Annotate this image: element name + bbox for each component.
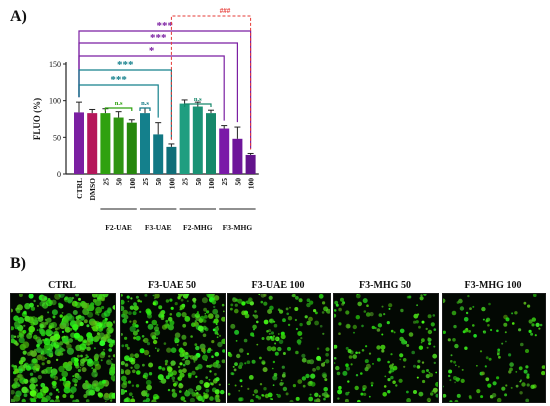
ns-bracket [139,107,151,111]
category-label: 100 [207,178,216,190]
category-label: 50 [194,178,203,186]
bar [219,128,230,174]
bar [179,103,190,174]
bar [126,122,137,174]
sig-label: *** [157,20,174,32]
chart-bars [74,99,256,174]
bar [140,113,150,174]
category-label: 25 [101,178,110,186]
micrograph-image [227,293,331,403]
ns-label: n.s [194,96,202,103]
micrograph-cells [334,294,438,402]
micrograph-image [10,293,116,403]
category-label: 100 [128,178,137,190]
y-tick-label: 50 [53,133,61,142]
micrograph-title: F3-UAE 100 [251,280,305,291]
ns-bracket [104,107,133,111]
y-tick-label: 100 [49,97,61,106]
ns-bracket [184,103,212,107]
sig-label: ### [220,7,231,15]
category-label: 50 [233,178,242,186]
y-axis-label: FLUO (%) [32,98,42,140]
sig-label: * [149,45,155,57]
y-tick-label: 0 [57,170,61,179]
group-label: F3-MHG [223,223,253,232]
micrograph-title: F3-MHG 50 [359,280,411,291]
bar [74,112,84,174]
panel-b-label: B) [10,255,26,272]
sig-label: *** [150,32,167,44]
category-label: 25 [141,178,150,186]
significance-brackets: *************###n.s n.sn.s [78,7,252,150]
category-label: DMSO [88,178,97,201]
group-label: F2-MHG [183,223,213,232]
bar [113,117,124,174]
micrograph-cells [443,294,545,402]
micrograph-image [120,293,226,403]
bar [87,113,98,174]
sig-label: *** [117,59,134,71]
bar [153,134,164,174]
micrograph-cells [11,294,115,402]
y-tick-label: 150 [49,60,61,69]
category-label: 25 [181,178,190,186]
micrograph-title: CTRL [48,280,76,291]
ns-label: n.s [115,100,123,107]
bar [192,106,203,174]
sig-bracket-dashed [170,15,252,150]
category-label: 100 [167,178,176,190]
bar [100,113,111,174]
category-label: 25 [220,178,229,186]
micrograph-image [333,293,439,403]
category-label: 100 [247,178,256,190]
micrograph-image [442,293,546,403]
category-label: CTRL [75,178,84,199]
micrograph-title: F3-MHG 100 [464,280,522,291]
ns-label: n.s [141,100,149,107]
group-label: F2-UAE [105,223,132,232]
sig-label: *** [110,74,127,86]
panel-a-label: A) [10,8,27,25]
group-label: F3-UAE [145,223,172,232]
sig-bracket [78,84,159,118]
category-label: 50 [154,178,163,186]
bar [166,146,177,174]
micrograph-title: F3-UAE 50 [147,280,197,291]
chart-labels: CTRL DMSO 25 50 100 25 50 100 25 50 100 25 50 100 F2-U… [75,178,256,232]
bar [206,113,216,174]
micrograph-cells [121,294,225,402]
bar [245,154,256,174]
micrograph-cells [228,294,330,402]
bar [232,138,243,174]
category-label: 50 [115,178,124,186]
